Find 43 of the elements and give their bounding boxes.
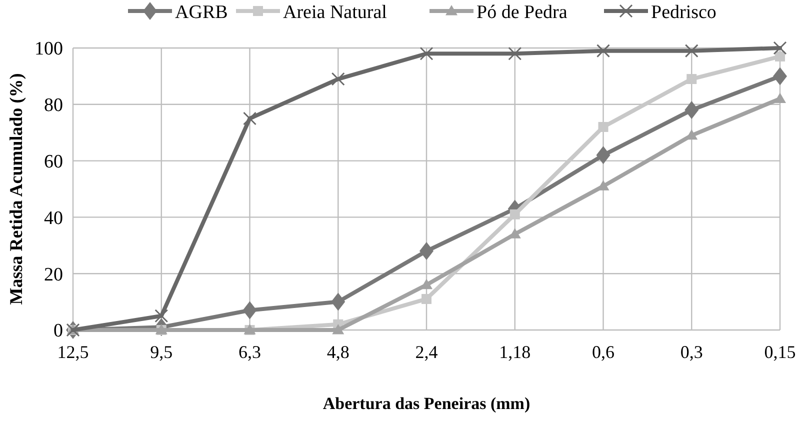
y-tick-label: 40 [44,208,63,229]
point [596,44,610,58]
point [242,301,257,320]
point [775,51,785,62]
point [774,92,786,103]
y-tick-label: 100 [34,38,63,60]
x-tick-label: 9,5 [150,342,173,362]
x-tick-label: 0,3 [680,342,703,362]
point [684,101,699,120]
point [686,74,697,84]
legend-label: AGRB [175,2,228,23]
y-tick-label: 20 [44,264,63,286]
x-tick-label: 4,8 [326,342,350,362]
legend-label: Pó de Pedra [476,2,568,23]
x-tick-label: 0,15 [764,342,796,362]
y-tick-label: 60 [44,151,63,172]
point [510,209,520,220]
x-tick-label: 1,18 [499,342,531,362]
x-tick-label: 12,5 [57,342,89,362]
point [331,72,345,86]
point [422,294,432,304]
point [332,324,344,334]
y-tick-label: 0 [54,320,63,342]
y-axis-title: Massa Retida Acumulado (%) [6,73,26,305]
point [773,67,787,86]
point [596,146,610,164]
point [684,44,698,58]
x-tick-label: 0,6 [592,342,614,362]
x-tick-label: 6,3 [238,342,261,362]
x-tick-label: 2,4 [415,342,438,362]
point [420,278,432,290]
y-tick-label: 80 [44,95,63,116]
legend-label: Areia Natural [283,2,387,23]
point [331,292,346,311]
legend-label: Pedrisco [651,2,716,23]
point [508,46,522,60]
point [420,242,434,260]
point [243,112,256,126]
point [154,309,168,323]
point [598,122,608,132]
point [420,46,434,60]
x-axis-title: Abertura das Peneiras (mm) [322,394,530,413]
point [773,41,787,55]
